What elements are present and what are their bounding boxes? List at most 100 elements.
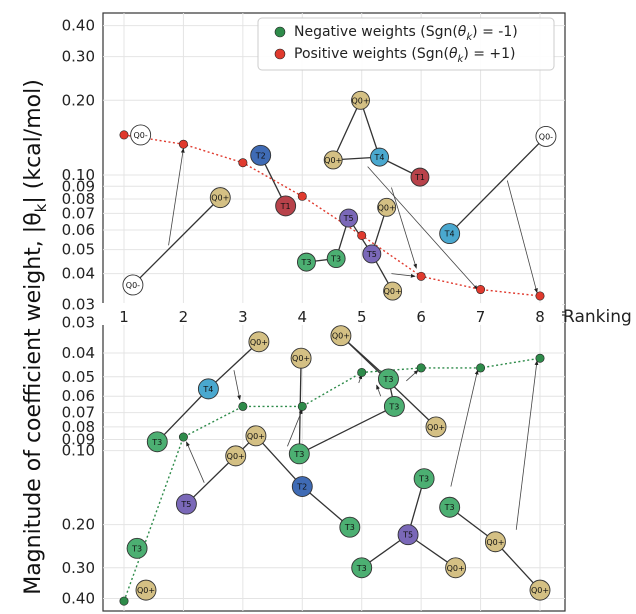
network-node	[197, 378, 219, 400]
axes-text: 1 2 3 4 5 6 7 8	[102, 303, 562, 326]
y-tick-label: 0.04	[62, 265, 95, 283]
y-tick-label: 0.20	[62, 91, 95, 109]
network-node-label: Q0-	[126, 281, 140, 290]
network-node	[250, 144, 272, 166]
network-node-label: T5	[180, 500, 191, 509]
data-point	[119, 130, 129, 140]
network-node-label: Q0+	[137, 586, 155, 595]
network-node-label: T3	[131, 544, 142, 553]
network-node	[130, 124, 152, 146]
network-node	[425, 416, 447, 438]
network-node	[413, 468, 435, 490]
data-point	[476, 285, 486, 295]
x-tick-label: 4	[298, 308, 308, 326]
network-edge	[255, 435, 303, 487]
network-node	[535, 125, 557, 147]
data-point	[178, 139, 188, 149]
network-node-label: T5	[343, 214, 354, 223]
network-node-label: Q0+	[292, 354, 310, 363]
network-node-label: Q0+	[227, 452, 245, 461]
y-tick-label: 0.06	[62, 387, 95, 405]
y-tick-label: 0.05	[62, 368, 95, 386]
annotation-arrow	[287, 409, 303, 447]
x-tick-band	[102, 303, 562, 325]
network-node-label: T2	[296, 483, 307, 492]
annotation-arrow	[450, 369, 479, 487]
network-node	[445, 557, 467, 579]
network-node-label: T4	[444, 230, 455, 239]
network-node-label: Q0+	[447, 564, 465, 573]
network-node-label: Q0+	[384, 287, 402, 296]
y-tick-label: 0.08	[62, 418, 95, 436]
y-tick-label: 0.07	[62, 204, 95, 222]
annotation-arrow	[376, 384, 382, 397]
annotation-arrow	[391, 187, 417, 269]
network-node-label: Q0+	[531, 586, 549, 595]
network-node	[175, 493, 197, 515]
x-tick-label: 2	[179, 308, 189, 326]
network-node	[383, 281, 403, 301]
network-node-label: Q0+	[486, 538, 504, 547]
network-node-label: T3	[344, 523, 355, 532]
plot-frame	[102, 314, 566, 612]
network-node	[484, 531, 506, 553]
y-tick-label: 0.08	[62, 190, 95, 208]
x-tick-label: 5	[357, 308, 367, 326]
data-point	[535, 353, 545, 363]
network-node	[122, 274, 144, 296]
y-tick-label: 0.05	[62, 241, 95, 259]
x-tick-label: 3	[238, 308, 248, 326]
y-tick-label: 0.09	[62, 430, 95, 448]
network-node-label: T3	[444, 503, 455, 512]
data-point	[357, 367, 367, 377]
network-node-label: Q0+	[211, 194, 229, 203]
data-point	[178, 432, 188, 442]
y-tick-label: 0.04	[62, 344, 95, 362]
network-node	[288, 443, 310, 465]
network-node	[439, 223, 461, 245]
y-axis-label-main: Magnitude of coefficient weight, |θ	[21, 212, 46, 594]
y-tick-label: 0.40	[62, 589, 95, 607]
network-node	[529, 579, 551, 601]
network-node-label: T3	[356, 564, 367, 573]
network-node-label: T1	[280, 202, 291, 211]
y-tick-label: 0.06	[62, 221, 95, 239]
network-node	[439, 496, 461, 518]
network-node	[296, 252, 316, 272]
y-tick-label: 0.20	[62, 516, 95, 534]
network-node-label: Q0+	[247, 432, 265, 441]
network-node	[209, 187, 231, 209]
x-tick-label: 1	[119, 308, 129, 326]
legend-marker	[274, 48, 286, 60]
y-axis-label: Magnitude of coefficient weight, |θk| (k…	[21, 79, 50, 595]
x-tick-label: 8	[535, 308, 545, 326]
network-node-label: T5	[366, 250, 377, 259]
network-edge	[132, 197, 221, 286]
network-node-label: Q0+	[378, 203, 396, 212]
network-edge	[299, 405, 395, 455]
network-node	[290, 347, 312, 369]
series-line	[123, 134, 541, 297]
y-tick-label: 0.30	[62, 48, 95, 66]
legend: Negative weights (Sgn(θk) = -1) Positive …	[257, 17, 555, 71]
y-axis-label-sub: k	[32, 203, 50, 212]
network-node-label: T3	[293, 450, 304, 459]
series-line	[123, 357, 541, 602]
network-node-label: T5	[402, 531, 413, 540]
network-node	[351, 557, 373, 579]
y-tick-label: 0.09	[62, 177, 95, 195]
annotation-arrow	[367, 166, 478, 290]
network-edge	[332, 100, 362, 161]
network-node	[330, 325, 352, 347]
network-edge	[359, 100, 381, 158]
network-node	[126, 537, 148, 559]
network-node-label: Q0+	[332, 332, 350, 341]
bottom-panel: 0.03 0.04 0.050.060.070.080.090.10 0.20 0.30…	[62, 313, 566, 612]
network-edge	[207, 341, 260, 390]
y-tick-label: 0.03	[62, 313, 95, 331]
network-node	[326, 249, 346, 268]
data-point	[416, 271, 426, 281]
network-node	[377, 197, 397, 217]
x-tick-label: 7	[476, 308, 486, 326]
